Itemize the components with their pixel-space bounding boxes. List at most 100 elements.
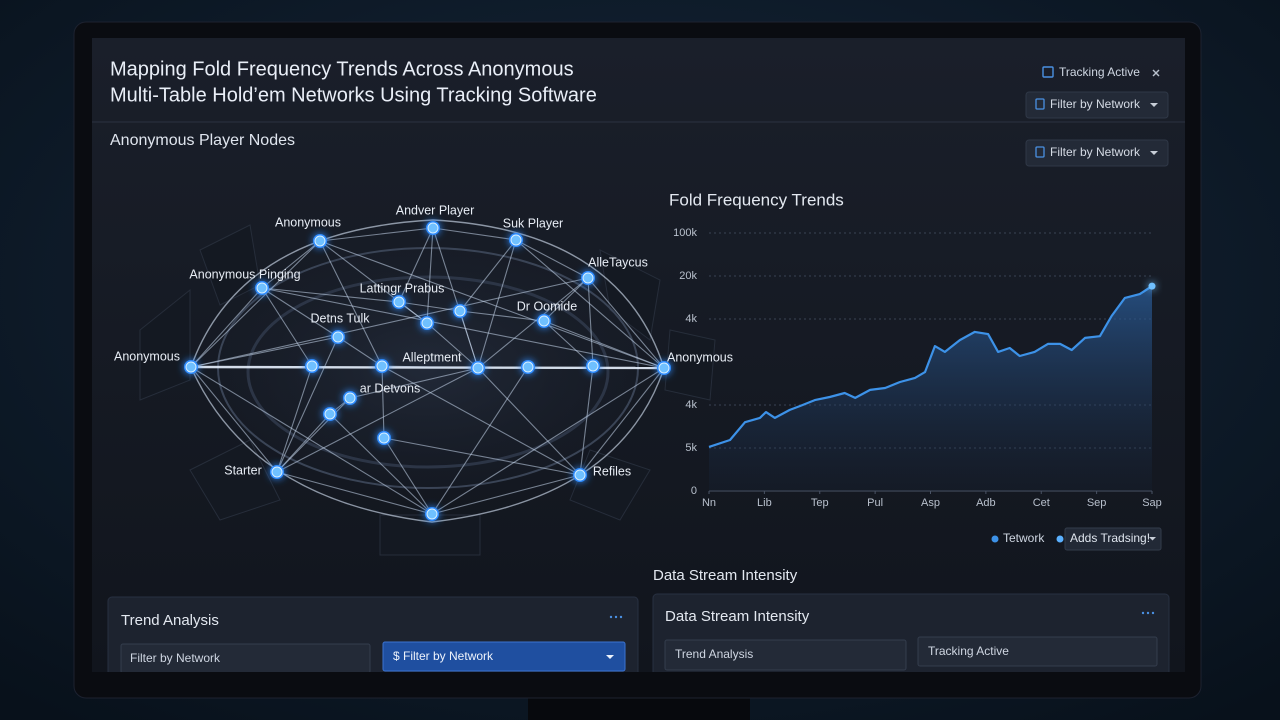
edge xyxy=(587,277,665,369)
edge xyxy=(431,366,529,515)
node xyxy=(256,282,268,294)
edge xyxy=(261,287,665,369)
edge xyxy=(190,240,321,368)
node-label: Refiles xyxy=(593,464,631,478)
node xyxy=(344,392,356,404)
filter-label: Filter by Network xyxy=(1050,145,1141,159)
status-icon xyxy=(1042,66,1054,78)
edge xyxy=(431,474,581,515)
x-tick-label: Tep xyxy=(811,497,829,509)
line-chart: Fold Frequency Trends 0 5k 4k 4k 20k 100k Nn Li… xyxy=(669,190,1162,508)
edge xyxy=(459,310,545,322)
node-label: Dr Oomide xyxy=(517,299,577,313)
edge xyxy=(329,413,433,515)
edge xyxy=(276,413,331,473)
edge xyxy=(432,227,517,241)
node-label: Detns Tulk xyxy=(310,311,370,325)
node xyxy=(538,315,550,327)
node xyxy=(582,272,594,284)
x-tick-label: Cet xyxy=(1033,497,1050,509)
chart-title: Fold Frequency Trends xyxy=(669,190,844,209)
text-field[interactable]: Filter by Network xyxy=(120,643,371,673)
edge xyxy=(276,336,339,473)
menu-dots[interactable] xyxy=(1141,611,1155,615)
close-button[interactable] xyxy=(1152,69,1160,77)
node xyxy=(271,466,283,478)
edge xyxy=(319,227,434,242)
filter-dropdown[interactable]: Filter by Network xyxy=(1025,91,1169,119)
node-label: Starter xyxy=(224,463,262,477)
filter-label: Filter by Network xyxy=(1050,97,1141,111)
node-label: Anonymous Pinging xyxy=(189,267,300,281)
outer-arc xyxy=(190,366,665,523)
edge xyxy=(381,365,385,439)
y-tick-label: 0 xyxy=(691,485,697,497)
edge xyxy=(426,227,434,324)
line xyxy=(708,285,1153,448)
text-field[interactable]: Tracking Active xyxy=(917,636,1158,667)
node xyxy=(522,361,534,373)
node-label: ar Detvons xyxy=(360,381,420,395)
menu-dots[interactable] xyxy=(609,615,623,619)
node xyxy=(393,296,405,308)
y-tick-label: 4k xyxy=(685,399,697,411)
node xyxy=(324,408,336,420)
status-label: Tracking Active xyxy=(1059,65,1140,79)
edge xyxy=(190,277,589,368)
node-label: Andver Player xyxy=(396,203,475,217)
node-label: AlleTaycus xyxy=(588,255,648,269)
edge xyxy=(383,437,433,515)
dashboard: Mapping Fold Frequency Trends Across Ano… xyxy=(92,58,1185,673)
filter-dropdown[interactable]: Filter by Network xyxy=(1025,139,1169,167)
node xyxy=(376,360,388,372)
edge xyxy=(261,287,339,338)
section-title: Data Stream Intensity xyxy=(653,567,798,584)
field-label: Tracking Active xyxy=(928,644,1009,658)
edge xyxy=(319,240,665,369)
chart-legend: Tetwork Adds Tradsing! xyxy=(991,527,1162,551)
node xyxy=(426,508,438,520)
node xyxy=(510,234,522,246)
edge xyxy=(459,310,479,369)
edge xyxy=(459,239,517,312)
node-label: Anonymous xyxy=(275,215,341,229)
x-tick-label: Adb xyxy=(976,497,996,509)
node xyxy=(378,432,390,444)
edge xyxy=(587,277,594,367)
edge xyxy=(398,227,434,303)
edge xyxy=(190,366,433,515)
edge xyxy=(515,239,589,279)
edge xyxy=(477,367,581,476)
x-tick-label: Sep xyxy=(1087,497,1107,509)
edge xyxy=(276,365,313,473)
edge xyxy=(319,240,383,367)
legend-label: Tetwork xyxy=(1003,531,1045,545)
edge xyxy=(515,239,665,369)
panel: Data Stream Intensity Trend Analysis Tra… xyxy=(652,593,1170,672)
edge xyxy=(261,287,400,303)
edge xyxy=(579,365,594,476)
y-tick-label: 5k xyxy=(685,442,697,454)
legend-dropdown[interactable]: Adds Tradsing! xyxy=(1056,527,1162,551)
section-title: Anonymous Player Nodes xyxy=(110,132,295,149)
dropdown-label: Adds Tradsing! xyxy=(1070,531,1150,545)
node xyxy=(574,469,586,481)
edge xyxy=(190,365,665,370)
node-label: Alleptment xyxy=(402,350,462,364)
text-field[interactable]: Trend Analysis xyxy=(664,639,907,671)
legend-swatch xyxy=(991,535,999,543)
node xyxy=(587,360,599,372)
title-line: Mapping Fold Frequency Trends Across Ano… xyxy=(110,58,574,80)
edge xyxy=(543,320,594,367)
network-dropdown[interactable]: $ Filter by Network xyxy=(382,641,626,672)
dropdown-label: $ Filter by Network xyxy=(393,649,494,663)
title-line: Multi-Table Hold’em Networks Using Track… xyxy=(110,84,597,106)
y-tick-label: 4k xyxy=(685,313,697,325)
field-label: Filter by Network xyxy=(130,651,221,665)
y-tick-label: 100k xyxy=(673,227,697,239)
edge xyxy=(381,365,581,476)
edge xyxy=(337,336,383,367)
panel-title: Data Stream Intensity xyxy=(665,608,810,625)
node xyxy=(454,305,466,317)
